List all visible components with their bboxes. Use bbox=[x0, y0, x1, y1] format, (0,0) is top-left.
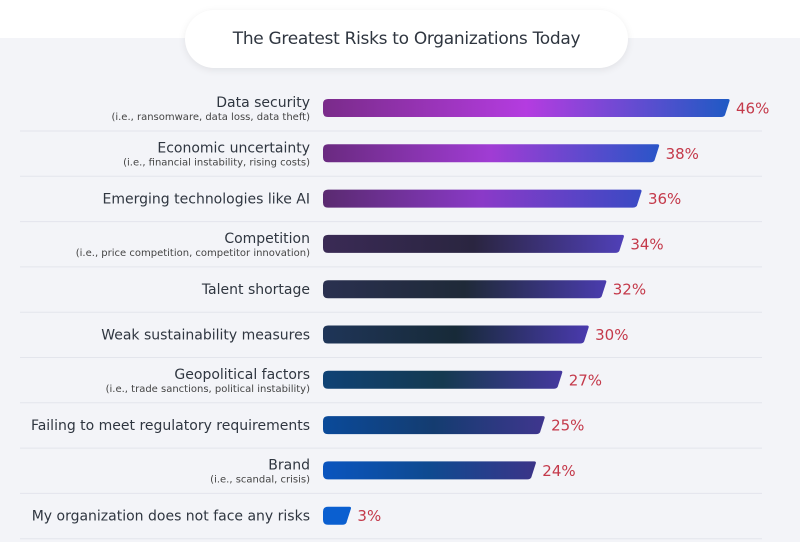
bar bbox=[323, 461, 536, 480]
category-label: Talent shortage bbox=[201, 282, 310, 298]
chart-title: The Greatest Risks to Organizations Toda… bbox=[185, 10, 628, 68]
category-sublabel: (i.e., price competition, competitor inn… bbox=[76, 248, 310, 259]
category-sublabel: (i.e., scandal, crisis) bbox=[210, 474, 310, 485]
value-label: 46% bbox=[736, 100, 769, 118]
category-label: Data security bbox=[216, 95, 310, 111]
bar bbox=[323, 416, 545, 435]
category-label: My organization does not face any risks bbox=[32, 509, 310, 525]
category-sublabel: (i.e., ransomware, data loss, data theft… bbox=[111, 112, 310, 123]
bar bbox=[323, 370, 563, 389]
category-label: Competition bbox=[224, 231, 310, 247]
value-label: 27% bbox=[569, 371, 602, 389]
value-label: 24% bbox=[542, 462, 575, 480]
value-label: 3% bbox=[357, 507, 381, 525]
bar bbox=[323, 234, 624, 253]
value-label: 25% bbox=[551, 417, 584, 435]
value-label: 38% bbox=[666, 145, 699, 163]
bar bbox=[323, 325, 589, 344]
bar bbox=[323, 99, 730, 117]
value-label: 34% bbox=[630, 235, 663, 253]
category-sublabel: (i.e., trade sanctions, political instab… bbox=[106, 384, 310, 395]
bar bbox=[323, 189, 642, 208]
category-label: Emerging technologies like AI bbox=[103, 192, 310, 208]
bar bbox=[323, 506, 352, 525]
category-label: Economic uncertainty bbox=[157, 140, 310, 156]
category-label: Failing to meet regulatory requirements bbox=[31, 418, 310, 434]
category-label: Geopolitical factors bbox=[174, 367, 310, 383]
bar bbox=[323, 280, 607, 299]
category-label: Weak sustainability measures bbox=[101, 328, 310, 344]
category-label: Brand bbox=[268, 457, 310, 473]
value-label: 32% bbox=[613, 281, 646, 299]
value-label: 30% bbox=[595, 326, 628, 344]
bar bbox=[323, 144, 660, 163]
value-label: 36% bbox=[648, 190, 681, 208]
category-sublabel: (i.e., financial instability, rising cos… bbox=[123, 157, 310, 168]
